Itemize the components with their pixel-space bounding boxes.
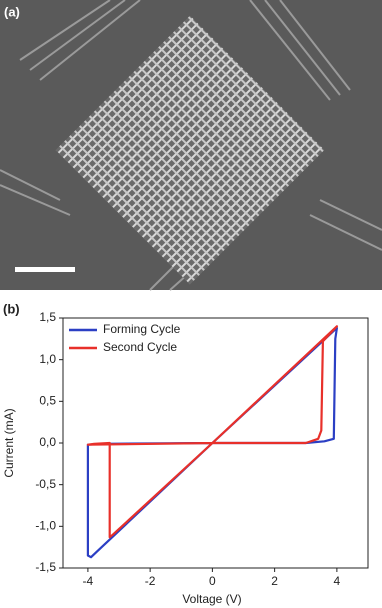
y-tick-label: -1,5 (35, 560, 56, 574)
legend-label: Second Cycle (103, 340, 177, 354)
y-axis-label: Current (mA) (2, 408, 16, 477)
y-tick-label: 1,0 (39, 352, 56, 366)
micrograph: (a) (0, 0, 382, 291)
x-tick-label: -4 (83, 574, 94, 588)
x-tick-label: 4 (334, 574, 341, 588)
y-tick-label: -1,0 (35, 519, 56, 533)
y-tick-label: 0,5 (39, 394, 56, 408)
legend-label: Forming Cycle (103, 322, 181, 336)
y-tick-label: 0,0 (39, 435, 56, 449)
data-line (86, 325, 338, 539)
panel-label: (b) (3, 301, 20, 316)
y-tick-label: -0,5 (35, 477, 56, 491)
y-tick-label: 1,5 (39, 310, 56, 324)
x-tick-label: -2 (145, 574, 156, 588)
x-tick-label: 0 (209, 574, 216, 588)
panel-label: (a) (4, 4, 20, 19)
x-tick-label: 2 (271, 574, 278, 588)
x-axis-label: Voltage (V) (182, 592, 241, 606)
